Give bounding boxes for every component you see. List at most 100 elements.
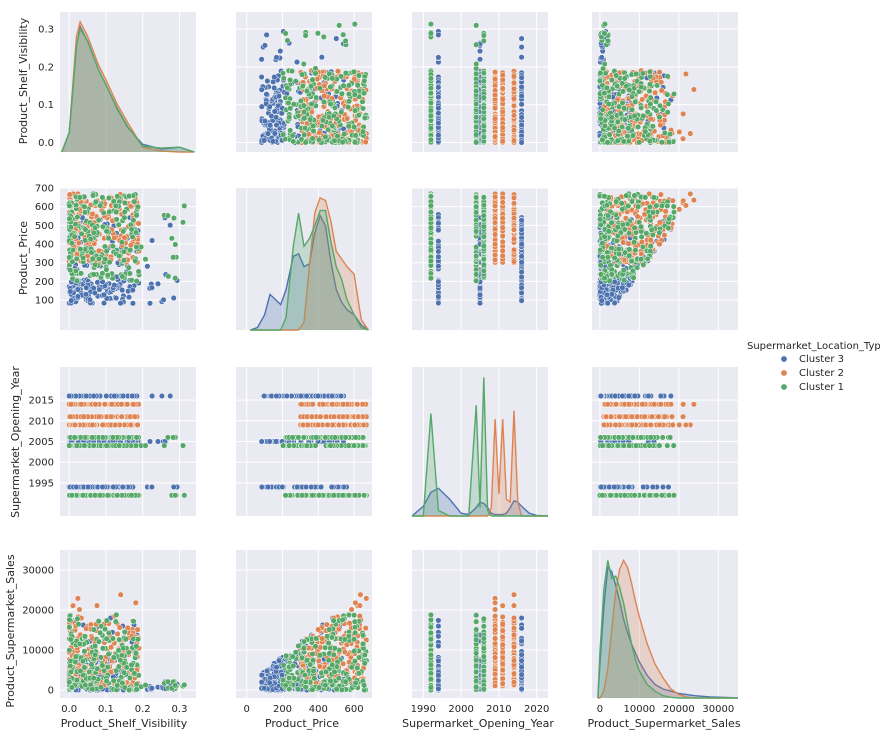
scatter-point-cluster-1	[116, 442, 123, 449]
scatter-point-cluster-1	[427, 193, 434, 200]
scatter-point-cluster-2	[124, 401, 131, 408]
scatter-point-cluster-1	[309, 135, 316, 142]
scatter-point-cluster-1	[605, 228, 612, 235]
scatter-point-cluster-1	[664, 91, 671, 98]
scatter-point-cluster-1	[427, 90, 434, 97]
scatter-point-cluster-2	[634, 213, 641, 220]
scatter-point-cluster-1	[666, 139, 673, 146]
scatter-point-cluster-1	[179, 219, 187, 226]
scatter-point-cluster-2	[89, 210, 96, 218]
scatter-point-cluster-1	[320, 33, 327, 40]
scatter-point-cluster-1	[179, 442, 187, 449]
scatter-point-cluster-1	[480, 233, 487, 240]
scatter-point-cluster-2	[492, 219, 499, 226]
scatter-point-cluster-1	[473, 209, 480, 216]
scatter-point-cluster-1	[667, 131, 674, 138]
scatter-point-cluster-3	[154, 280, 162, 287]
scatter-point-cluster-1	[621, 75, 628, 82]
scatter-point-cluster-3	[273, 114, 280, 121]
scatter-point-cluster-2	[492, 202, 499, 209]
scatter-point-cluster-1	[649, 209, 656, 216]
scatter-point-cluster-1	[133, 434, 140, 441]
kde-line-cluster-1	[61, 26, 195, 153]
scatter-point-cluster-1	[89, 255, 96, 262]
scatter-point-cluster-1	[71, 434, 78, 441]
scatter-point-cluster-3	[258, 483, 265, 491]
scatter-point-cluster-1	[631, 192, 638, 199]
scatter-point-cluster-1	[66, 442, 73, 449]
scatter-point-cluster-1	[646, 203, 653, 210]
scatter-point-cluster-1	[303, 88, 310, 95]
scatter-point-cluster-1	[316, 136, 323, 143]
scatter-point-cluster-3	[125, 294, 133, 301]
scatter-point-cluster-3	[265, 130, 272, 137]
scatter-point-cluster-3	[435, 227, 442, 234]
scatter-point-cluster-2	[80, 413, 87, 420]
scatter-point-cluster-2	[127, 421, 134, 428]
scatter-point-cluster-1	[480, 78, 487, 85]
scatter-point-cluster-1	[473, 271, 480, 278]
scatter-point-cluster-1	[285, 99, 292, 106]
scatter-point-cluster-1	[473, 22, 480, 29]
scatter-point-cluster-1	[473, 131, 480, 138]
scatter-point-cluster-2	[492, 133, 499, 140]
scatter-point-cluster-1	[290, 138, 297, 145]
scatter-point-cluster-1	[284, 37, 291, 44]
scatter-point-cluster-3	[74, 293, 81, 300]
scatter-point-cluster-3	[435, 238, 442, 245]
scatter-point-cluster-3	[318, 483, 325, 491]
scatter-point-cluster-3	[294, 483, 301, 491]
scatter-point-cluster-2	[657, 191, 664, 198]
scatter-point-cluster-1	[90, 192, 97, 199]
scatter-point-cluster-1	[427, 112, 434, 119]
scatter-point-cluster-1	[629, 106, 636, 113]
scatter-point-cluster-1	[473, 41, 480, 48]
scatter-point-cluster-3	[160, 296, 167, 303]
scatter-point-cluster-2	[334, 68, 342, 75]
scatter-point-cluster-3	[261, 392, 268, 400]
scatter-point-cluster-2	[510, 85, 518, 92]
scatter-point-cluster-1	[316, 85, 324, 92]
scatter-point-cluster-1	[114, 492, 121, 499]
scatter-point-cluster-1	[608, 219, 615, 226]
scatter-point-cluster-1	[103, 266, 110, 273]
scatter-point-cluster-1	[665, 100, 672, 107]
scatter-point-cluster-1	[82, 226, 89, 233]
scatter-point-cluster-2	[690, 86, 697, 93]
scatter-point-cluster-1	[74, 213, 81, 221]
scatter-point-cluster-2	[669, 197, 676, 204]
scatter-point-cluster-3	[149, 392, 156, 400]
scatter-point-cluster-3	[148, 483, 155, 491]
scatter-point-cluster-1	[631, 239, 638, 246]
scatter-point-cluster-1	[299, 71, 306, 78]
scatter-point-cluster-1	[646, 68, 653, 75]
scatter-point-cluster-1	[72, 267, 79, 274]
scatter-point-cluster-2	[510, 236, 518, 243]
scatter-point-cluster-3	[120, 392, 127, 400]
scatter-point-cluster-2	[676, 206, 683, 213]
scatter-point-cluster-1	[279, 70, 286, 77]
scatter-point-cluster-3	[266, 438, 273, 445]
scatter-point-cluster-3	[263, 31, 270, 38]
scatter-point-cluster-2	[67, 413, 74, 420]
scatter-point-cluster-1	[427, 21, 434, 28]
scatter-point-cluster-1	[322, 74, 329, 81]
scatter-point-cluster-1	[97, 202, 104, 209]
scatter-point-cluster-1	[361, 77, 368, 84]
scatter-point-cluster-2	[499, 108, 506, 115]
scatter-point-cluster-1	[599, 254, 606, 261]
scatter-point-cluster-1	[121, 208, 128, 216]
scatter-point-cluster-1	[656, 114, 663, 121]
scatter-point-cluster-1	[330, 112, 337, 119]
scatter-point-cluster-3	[111, 282, 118, 289]
scatter-point-cluster-3	[67, 288, 74, 295]
scatter-point-cluster-1	[653, 107, 660, 114]
scatter-point-cluster-1	[172, 275, 179, 282]
scatter-point-cluster-2	[78, 401, 85, 408]
scatter-point-cluster-1	[635, 123, 642, 130]
scatter-point-cluster-2	[362, 138, 369, 146]
scatter-point-cluster-1	[99, 194, 106, 201]
scatter-point-cluster-1	[125, 264, 132, 271]
scatter-point-cluster-3	[273, 121, 280, 129]
scatter-point-cluster-2	[510, 73, 518, 80]
